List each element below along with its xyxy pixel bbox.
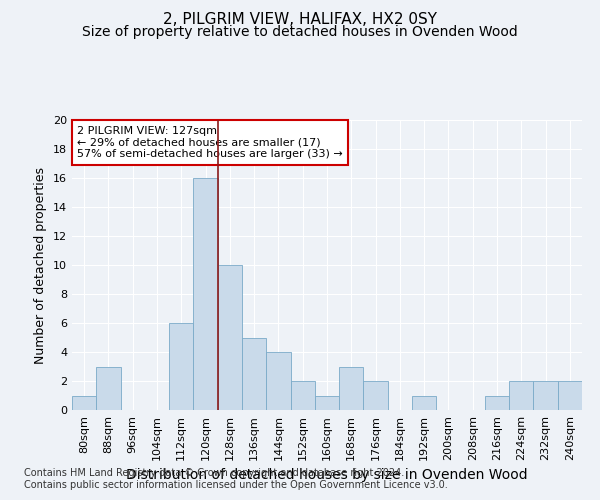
- Text: Size of property relative to detached houses in Ovenden Wood: Size of property relative to detached ho…: [82, 25, 518, 39]
- Bar: [72, 396, 96, 410]
- Text: 2 PILGRIM VIEW: 127sqm
← 29% of detached houses are smaller (17)
57% of semi-det: 2 PILGRIM VIEW: 127sqm ← 29% of detached…: [77, 126, 343, 159]
- X-axis label: Distribution of detached houses by size in Ovenden Wood: Distribution of detached houses by size …: [126, 468, 528, 482]
- Bar: [558, 381, 582, 410]
- Bar: [290, 381, 315, 410]
- Text: 2, PILGRIM VIEW, HALIFAX, HX2 0SY: 2, PILGRIM VIEW, HALIFAX, HX2 0SY: [163, 12, 437, 28]
- Bar: [169, 323, 193, 410]
- Y-axis label: Number of detached properties: Number of detached properties: [34, 166, 47, 364]
- Bar: [509, 381, 533, 410]
- Text: Contains public sector information licensed under the Open Government Licence v3: Contains public sector information licen…: [24, 480, 448, 490]
- Bar: [96, 366, 121, 410]
- Bar: [533, 381, 558, 410]
- Bar: [315, 396, 339, 410]
- Bar: [364, 381, 388, 410]
- Bar: [218, 265, 242, 410]
- Bar: [412, 396, 436, 410]
- Bar: [242, 338, 266, 410]
- Bar: [193, 178, 218, 410]
- Bar: [266, 352, 290, 410]
- Bar: [339, 366, 364, 410]
- Text: Contains HM Land Registry data © Crown copyright and database right 2024.: Contains HM Land Registry data © Crown c…: [24, 468, 404, 477]
- Bar: [485, 396, 509, 410]
